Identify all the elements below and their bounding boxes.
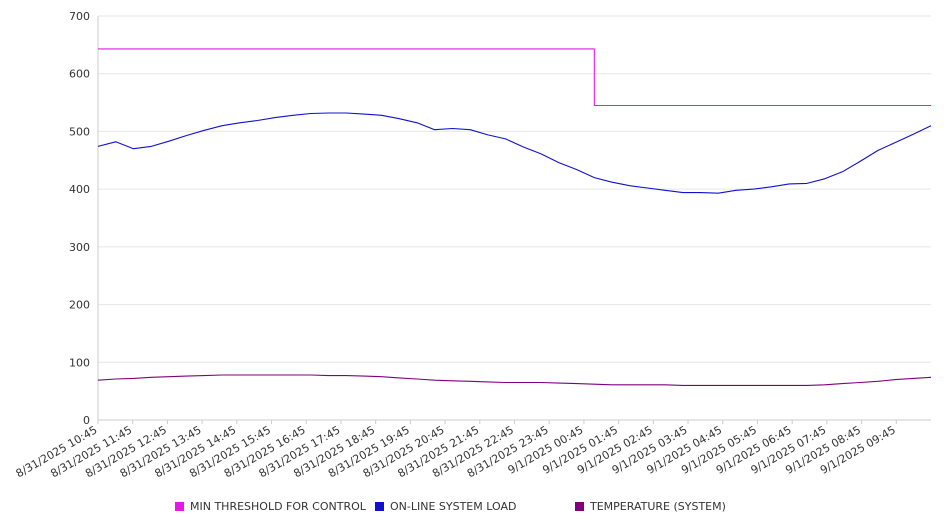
gridlines: [98, 15, 931, 421]
y-tick-label: 500: [69, 125, 90, 138]
legend-item-min-threshold[interactable]: MIN THRESHOLD FOR CONTROL: [175, 498, 366, 514]
x-axis: 8/31/2025 10:458/31/2025 11:458/31/2025 …: [14, 419, 931, 480]
legend-label-temperature: TEMPERATURE (SYSTEM): [590, 499, 726, 513]
y-tick-label: 700: [69, 10, 90, 23]
y-tick-label: 0: [83, 414, 90, 427]
y-axis: 0 100 200 300 400 500 600 700: [69, 10, 99, 427]
y-tick-label: 600: [69, 68, 90, 81]
y-tick-label: 200: [69, 299, 90, 312]
y-tick-label: 100: [69, 356, 90, 369]
series-line-1: [97, 112, 932, 194]
legend-swatch-temperature: [575, 501, 584, 511]
series-line-0: [98, 48, 931, 107]
legend-swatch-system-load: [375, 501, 384, 511]
legend-label-min-threshold: MIN THRESHOLD FOR CONTROL: [190, 499, 366, 513]
legend-item-system-load[interactable]: ON-LINE SYSTEM LOAD: [375, 498, 516, 514]
legend-swatch-min-threshold: [175, 501, 184, 511]
y-tick-label: 300: [69, 241, 90, 254]
series-line-2: [97, 374, 932, 386]
y-tick-label: 400: [69, 183, 90, 196]
series-lines: [97, 48, 932, 386]
legend-label-system-load: ON-LINE SYSTEM LOAD: [390, 499, 517, 513]
legend-item-temperature[interactable]: TEMPERATURE (SYSTEM): [575, 498, 726, 514]
